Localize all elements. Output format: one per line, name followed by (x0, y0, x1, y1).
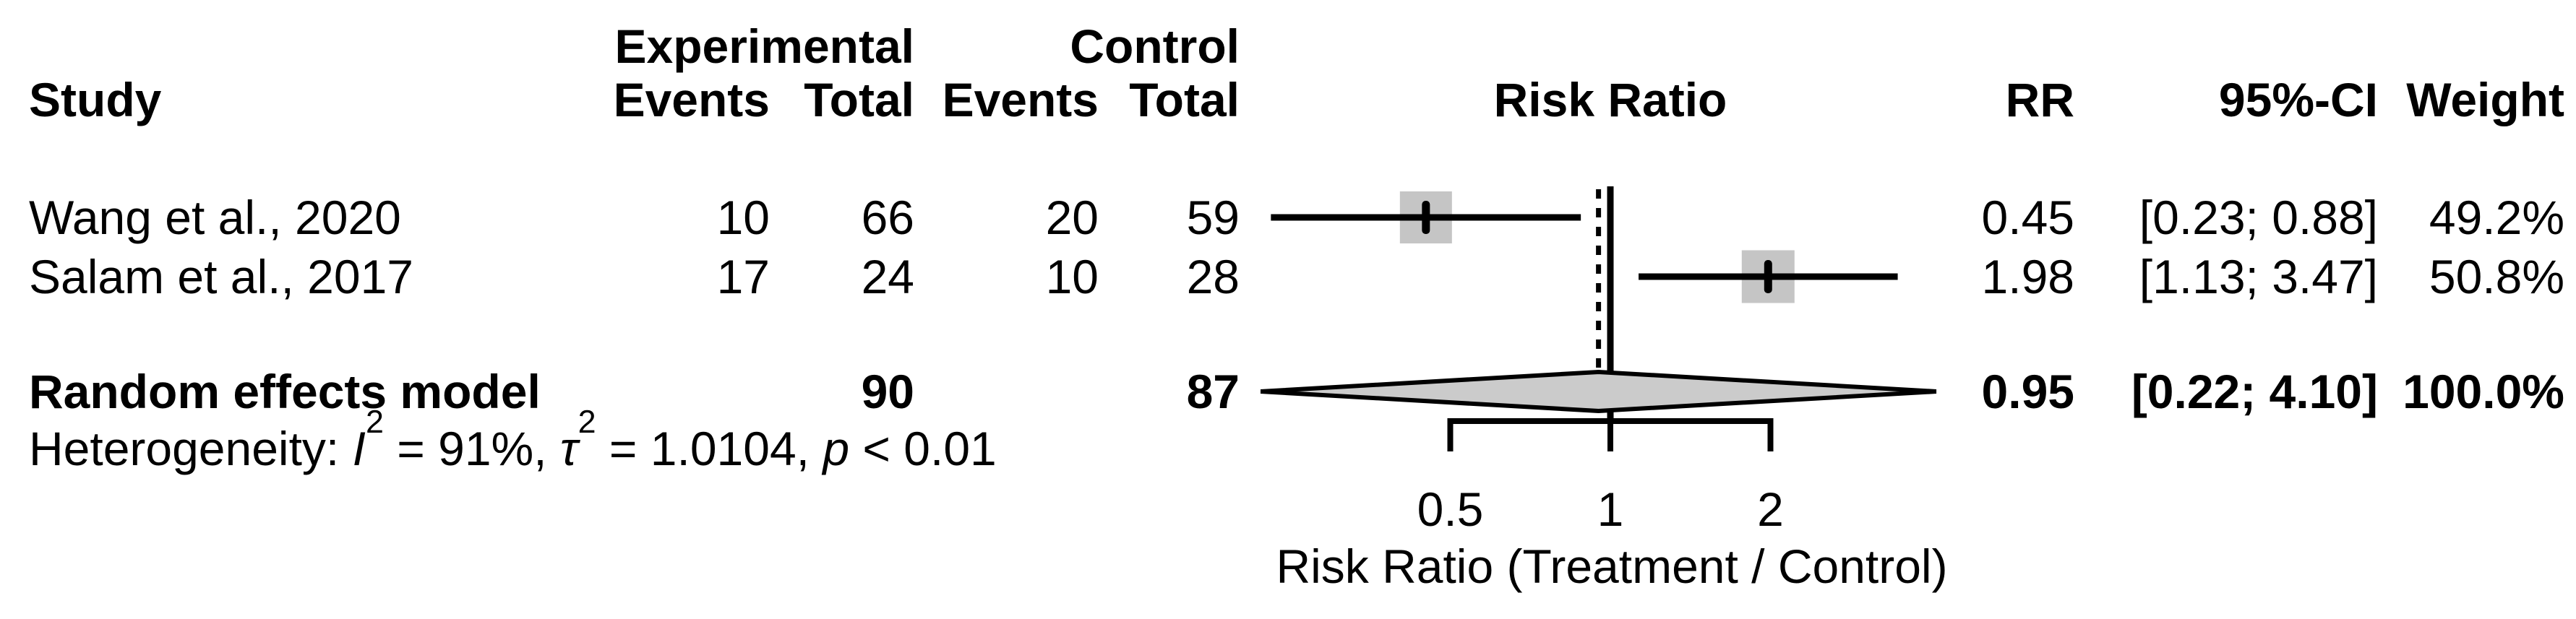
heterogeneity-text-part: = 1.0104, (596, 422, 823, 475)
heterogeneity-text-part: < 0.01 (849, 422, 997, 475)
summary-ctrl-total: 87 (1186, 365, 1240, 418)
heterogeneity-text-part: I (352, 422, 366, 475)
col-header-study: Study (29, 73, 162, 126)
point-estimate-marker (1764, 260, 1772, 293)
heterogeneity-text-part: 2 (578, 402, 596, 440)
study-label: Salam et al., 2017 (29, 250, 413, 303)
heterogeneity-text-part: = 91%, (383, 422, 560, 475)
col-header-weight: Weight (2406, 73, 2564, 126)
summary-ci-value: [0.22; 4.10] (2131, 365, 2378, 418)
summary-label: Random effects model (29, 365, 541, 418)
exp-events-value: 17 (716, 250, 770, 303)
ctrl-total-value: 59 (1186, 191, 1240, 244)
exp-events-value: 10 (716, 191, 770, 244)
x-axis-tick-label: 2 (1757, 482, 1784, 536)
heterogeneity-text-part: Heterogeneity: (29, 422, 353, 475)
weight-value: 49.2% (2429, 191, 2564, 244)
ci-value: [1.13; 3.47] (2139, 250, 2378, 303)
exp-total-value: 66 (861, 191, 914, 244)
summary-weight-value: 100.0% (2403, 365, 2564, 418)
rr-value: 0.45 (1981, 191, 2074, 244)
rr-value: 1.98 (1981, 250, 2074, 303)
col-header-ci: 95%-CI (2218, 73, 2378, 126)
heterogeneity-text-part: 2 (365, 402, 384, 440)
ci-value: [0.23; 0.88] (2139, 191, 2378, 244)
summary-diamond (1260, 369, 1937, 414)
weight-value: 50.8% (2429, 250, 2564, 303)
summary-exp-total: 90 (861, 365, 914, 418)
point-estimate-marker (1422, 201, 1430, 234)
col-header-risk-ratio: Risk Ratio (1493, 73, 1727, 126)
x-axis-title: Risk Ratio (Treatment / Control) (1276, 540, 1948, 593)
heterogeneity-note: Heterogeneity: I2 = 91%, τ2 = 1.0104, p … (29, 405, 997, 475)
col-header-exp-total: Total (804, 73, 914, 126)
x-axis-tick-label: 0.5 (1417, 482, 1484, 536)
col-header-exp-events: Events (613, 73, 770, 126)
x-axis-tick-label: 1 (1597, 482, 1624, 536)
col-header-ctrl-total: Total (1129, 73, 1240, 126)
col-header-ctrl-events: Events (942, 73, 1099, 126)
study-label: Wang et al., 2020 (29, 191, 401, 244)
ctrl-events-value: 10 (1045, 250, 1099, 303)
heterogeneity-text-part: τ (559, 422, 578, 475)
ctrl-events-value: 20 (1045, 191, 1099, 244)
summary-rr-value: 0.95 (1981, 365, 2074, 418)
col-header-experimental-group: Experimental (614, 20, 915, 73)
ctrl-total-value: 28 (1186, 250, 1240, 303)
heterogeneity-text-part: p (823, 422, 850, 475)
col-header-control-group: Control (1070, 20, 1240, 73)
exp-total-value: 24 (861, 250, 914, 303)
col-header-rr: RR (2005, 73, 2074, 126)
